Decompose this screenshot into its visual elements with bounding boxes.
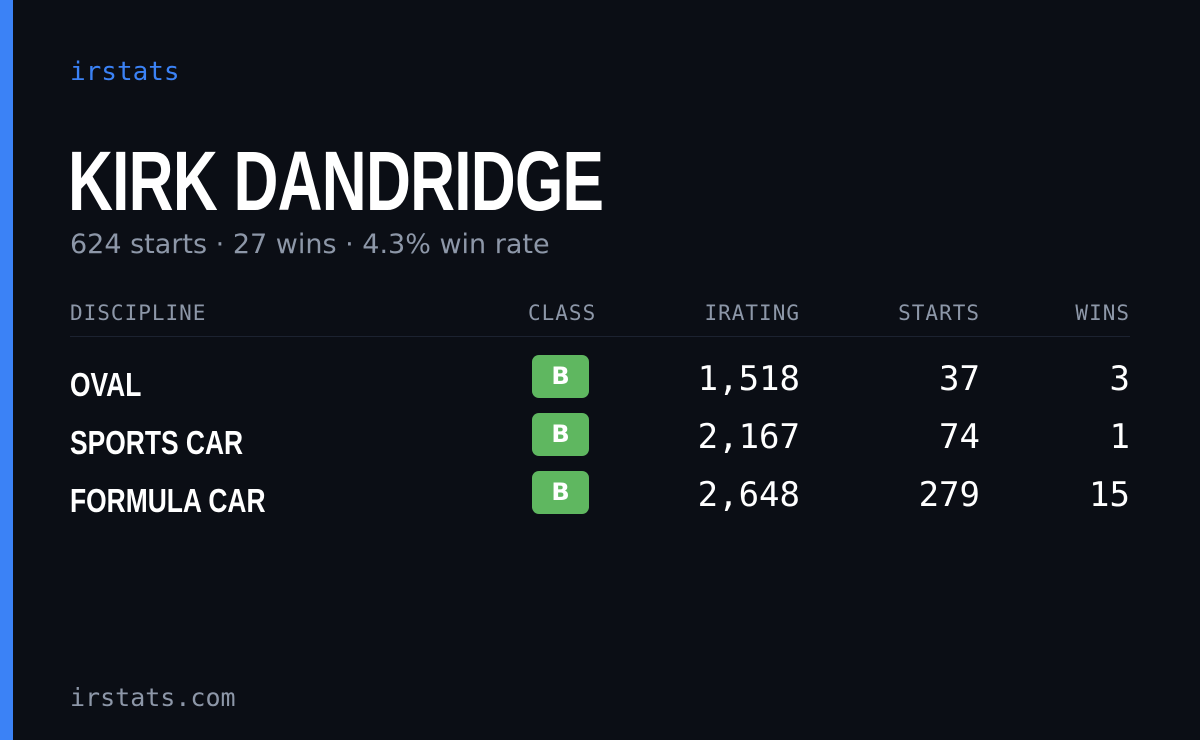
table-row: OVAL B 1,518 37 3 (70, 355, 1130, 413)
class-badge: B (532, 355, 589, 398)
player-summary: 624 starts · 27 wins · 4.3% win rate (70, 226, 550, 264)
wins-value: 3 (1109, 359, 1130, 399)
discipline-label: OVAL (70, 366, 142, 403)
summary-starts: 624 starts (70, 229, 208, 260)
discipline-label: FORMULA CAR (70, 482, 266, 519)
class-badge: B (532, 413, 589, 456)
column-header-irating: IRATING (704, 301, 800, 325)
discipline-label: SPORTS CAR (70, 424, 244, 461)
starts-value: 279 (918, 475, 980, 515)
ratings-table: DISCIPLINE CLASS IRATING STARTS WINS OVA… (70, 298, 1130, 529)
table-row: FORMULA CAR B 2,648 279 15 (70, 471, 1130, 529)
summary-separator: · (336, 229, 363, 260)
accent-bar (0, 0, 13, 740)
footer-domain: irstats.com (70, 683, 236, 712)
irating-value: 2,648 (697, 475, 800, 515)
column-header-class: CLASS (528, 301, 597, 325)
player-name: KIRK DANDRIDGE (68, 134, 604, 228)
summary-separator: · (207, 229, 233, 260)
brand-logo-text: irstats (70, 57, 180, 87)
table-header: DISCIPLINE CLASS IRATING STARTS WINS (70, 298, 1130, 337)
class-badge: B (532, 471, 589, 514)
table-body: OVAL B 1,518 37 3 SPORTS CAR B 2,167 74 … (70, 355, 1130, 529)
starts-value: 37 (939, 359, 980, 399)
irating-value: 2,167 (697, 417, 800, 457)
irating-value: 1,518 (697, 359, 800, 399)
wins-value: 15 (1089, 475, 1130, 515)
summary-win-rate: 4.3% win rate (362, 229, 550, 260)
table-row: SPORTS CAR B 2,167 74 1 (70, 413, 1130, 471)
summary-wins: 27 wins (232, 229, 337, 260)
column-header-wins: WINS (1075, 301, 1130, 325)
starts-value: 74 (939, 417, 980, 457)
column-header-starts: STARTS (898, 301, 980, 325)
column-header-discipline: DISCIPLINE (70, 301, 207, 325)
wins-value: 1 (1109, 417, 1130, 457)
